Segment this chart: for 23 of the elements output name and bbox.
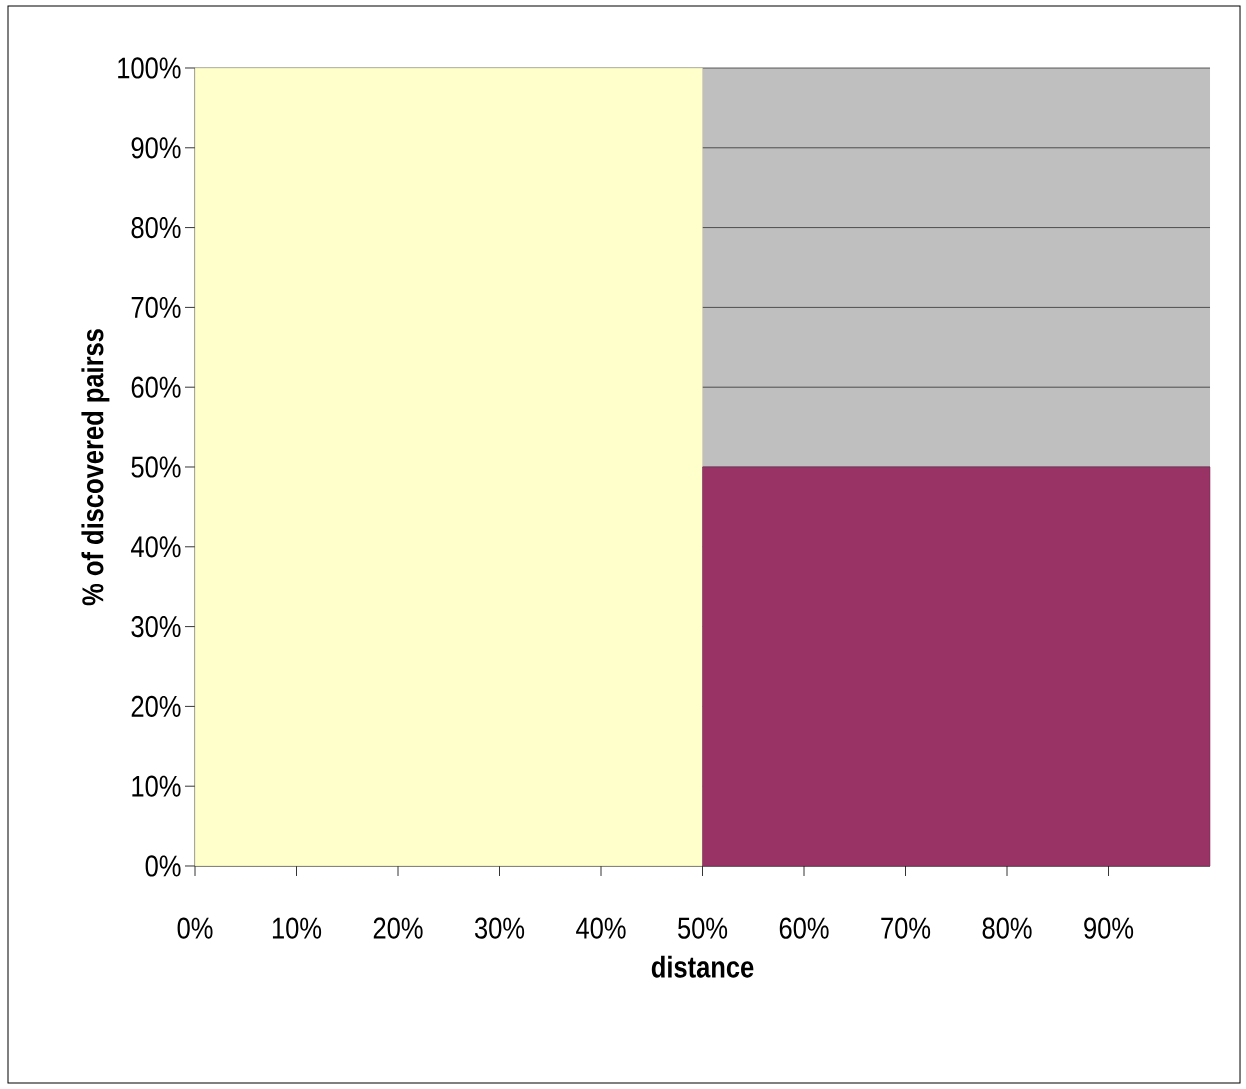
y-tick-label: 70% <box>131 296 181 319</box>
x-tick-label: 60% <box>779 917 829 939</box>
y-tick-label: 80% <box>131 216 181 239</box>
x-tick-label: 50% <box>678 917 728 939</box>
x-tick-label: 0% <box>177 917 213 939</box>
x-tick-label: 10% <box>272 917 322 939</box>
x-tick-label: 20% <box>373 917 423 939</box>
y-tick-label: 40% <box>131 536 181 558</box>
x-tick-label: 70% <box>881 917 931 939</box>
y-tick-label: 0% <box>145 855 181 877</box>
x-tick-label: 90% <box>1084 917 1134 939</box>
y-tick-label: 50% <box>131 456 181 478</box>
y-tick-label: 10% <box>132 775 181 797</box>
y-tick-label: 100% <box>118 57 181 79</box>
x-tick-label: 80% <box>982 917 1032 939</box>
y-tick-label: 20% <box>131 695 181 718</box>
x-axis-title: distance <box>651 955 754 978</box>
x-tick-label: 30% <box>474 917 525 939</box>
y-tick-label: 60% <box>131 376 181 398</box>
y-tick-label: 90% <box>131 137 181 159</box>
y-tick-label: 30% <box>131 615 181 638</box>
y-axis-title: % of discovered pairss <box>81 329 110 606</box>
x-tick-label: 40% <box>576 917 626 939</box>
